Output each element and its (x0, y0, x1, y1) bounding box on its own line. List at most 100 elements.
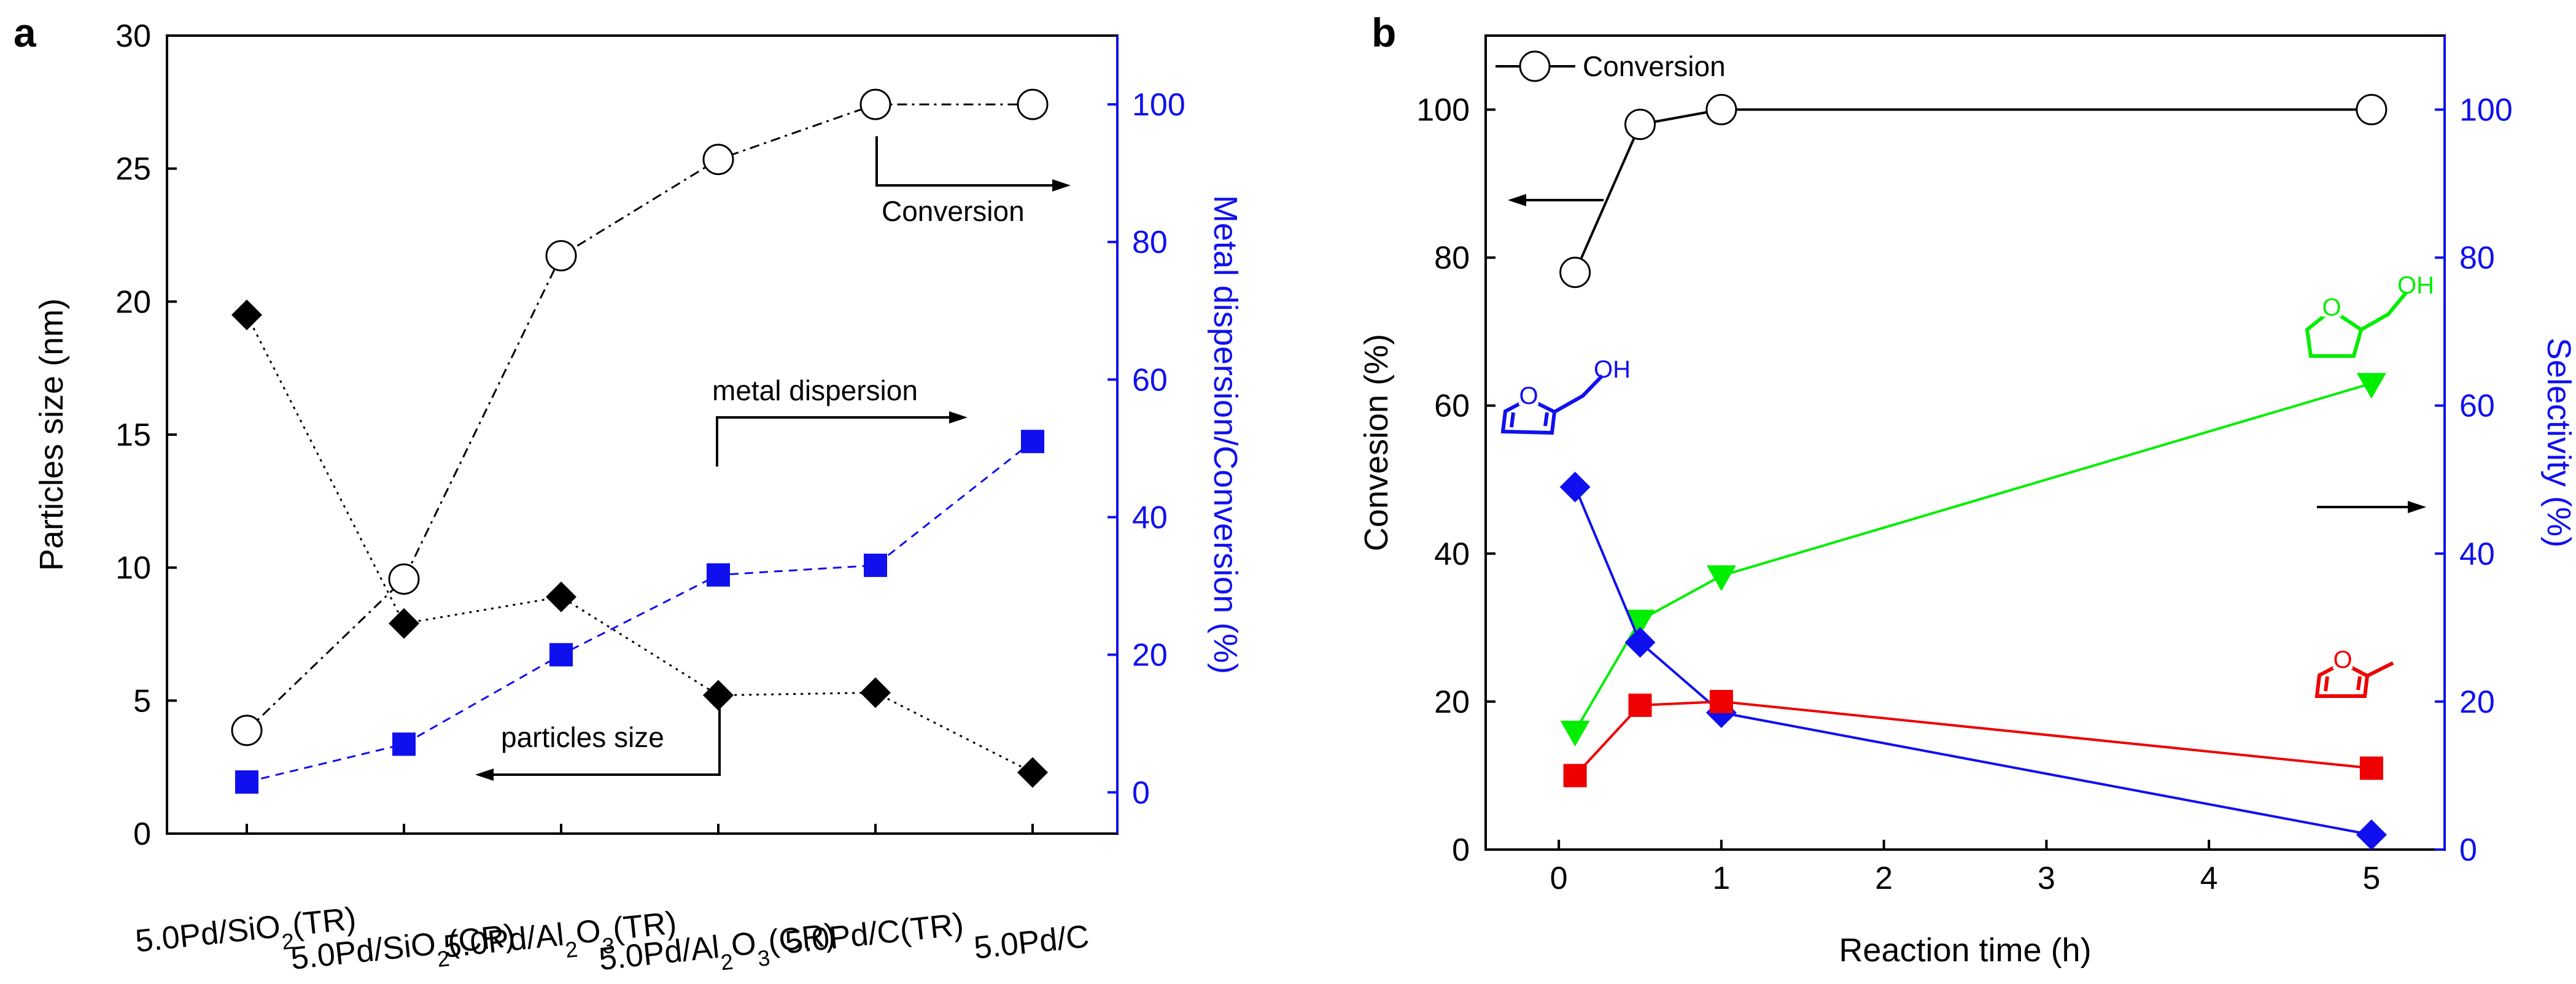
panel-a-conversion-annotation: Conversion (875, 136, 1071, 227)
x-tick-label-part: 5.0Pd/C (972, 918, 1091, 966)
right-tick-label: 60 (2459, 389, 2495, 424)
data-point-metal-dispersion (1021, 430, 1044, 454)
data-point-2-methylfuran (1709, 689, 1733, 713)
thfa-ring (2305, 308, 2364, 358)
right-tick-label: 0 (1132, 775, 1150, 811)
x-tick-label: 2 (1875, 861, 1893, 896)
panel-a-plot-frame (166, 34, 1119, 835)
data-point-particles-size (703, 680, 734, 711)
x-tick-label-subscript: 2 (281, 928, 295, 955)
x-tick-label-part: (TR) (290, 901, 357, 943)
thfa-sidechain (2360, 291, 2408, 331)
data-point-2-methylfuran (1563, 764, 1587, 788)
panel-b-letter: b (1371, 10, 1396, 55)
x-tick-label-part: 5.0Pd/C(TR) (783, 907, 965, 961)
data-point-conversion (388, 563, 420, 595)
right-tick-label: 100 (1132, 87, 1185, 123)
x-tick-label-subscript: 2 (720, 948, 734, 975)
panel-b-left-axis-title: Convesion (%) (1358, 334, 1395, 551)
methylfuran-ring-o-gap (2333, 651, 2353, 669)
data-point-conversion (2356, 94, 2388, 126)
x-tick-label-part: 5.0Pd/SiO (134, 908, 282, 959)
legend-marker-circle (1519, 50, 1551, 82)
data-point-furfuryl-alcohol (1624, 627, 1656, 658)
conversion-annotation-arrowhead (1052, 179, 1071, 192)
panel-b-left-ticks: 0 20 40 60 80 100 (1416, 93, 1496, 868)
series-line-2-methylfuran (1574, 700, 2372, 777)
data-point-conversion (1017, 88, 1049, 120)
data-point-particles-size (1017, 757, 1048, 788)
x-tick-label: 4 (2200, 861, 2218, 896)
left-axis-arrowhead (1508, 194, 1526, 206)
thfa-ring-o-gap (2322, 298, 2341, 317)
data-point-tetrahydrofurfuryl-alcohol (2356, 373, 2386, 399)
conversion-annotation-label: Conversion (882, 195, 1025, 227)
thfa-oh: OH (2397, 272, 2434, 299)
series-line-tetrahydrofurfuryl-alcohol (1573, 382, 2372, 732)
furfuryl-alcohol-ring-o-gap (1519, 387, 1538, 405)
furfuryl-alcohol-ring (1500, 397, 1557, 435)
particles-size-annotation-arrow (485, 701, 721, 776)
series-line-particles-size (246, 314, 1033, 773)
left-tick-label: 15 (115, 417, 151, 453)
x-tick-label-subscript: 2 (436, 945, 451, 972)
panel-a-right-ticks: 0 20 40 60 80 100 (1108, 87, 1185, 811)
panel-a-right-axis-title: Metal dispersion/Conversion (%) (1207, 195, 1244, 674)
furfuryl-alcohol-ring-o: O (1519, 382, 1538, 409)
x-tick-label: 5 (2362, 861, 2380, 896)
data-point-particles-size (389, 608, 419, 639)
x-tick-label: 0 (1550, 861, 1568, 896)
particles-size-annotation-arrowhead (475, 769, 494, 781)
panel-b-left-axis-arrow (1508, 194, 1604, 206)
methylfuran-ring (2314, 661, 2370, 698)
conversion-annotation-arrow (875, 136, 1062, 187)
data-point-furfuryl-alcohol (1559, 471, 1591, 503)
thfa-ring-o: O (2322, 294, 2341, 321)
data-point-tetrahydrofurfuryl-alcohol (1706, 565, 1736, 591)
left-tick-label: 20 (115, 284, 151, 320)
right-tick-label: 80 (1132, 225, 1168, 260)
left-tick-label: 5 (133, 683, 151, 719)
left-tick-label: 0 (133, 816, 151, 852)
furfuryl-alcohol-structure: O OH (1500, 356, 1631, 435)
series-line-conversion (1573, 108, 2372, 273)
methylfuran-double-bonds (2324, 676, 2362, 692)
panel-a-series (231, 88, 1049, 794)
right-tick-label: 60 (1132, 362, 1168, 398)
left-tick-label: 0 (1452, 832, 1470, 868)
panel-b: b 0 20 40 60 80 100 0 20 40 60 80 100 0 1 2 3 4 5 Conve… (1358, 10, 2576, 969)
right-tick-label: 20 (1132, 638, 1168, 673)
panel-a-metal-dispersion-annotation: metal dispersion (712, 374, 968, 467)
right-tick-label: 0 (2459, 832, 2477, 868)
metal-dispersion-annotation-label: metal dispersion (712, 374, 918, 406)
data-point-metal-dispersion (549, 643, 573, 667)
x-tick-label-part: (TR) (611, 905, 678, 947)
x-tick-label-subscript: 3 (601, 932, 616, 959)
left-tick-label: 30 (115, 18, 151, 54)
panel-b-right-ticks: 0 20 40 60 80 100 (2435, 93, 2513, 868)
x-tick-label: 5.0Pd/C(TR) (783, 907, 965, 961)
right-tick-label: 80 (2459, 241, 2495, 276)
series-line-furfuryl-alcohol (1573, 486, 2372, 836)
panel-b-right-axis-title: Selectivity (%) (2540, 338, 2576, 548)
x-tick-label-subscript: 2 (564, 936, 579, 963)
data-point-conversion (1559, 257, 1591, 289)
metal-dispersion-annotation-arrow (716, 416, 958, 467)
tetrahydrofurfuryl-alcohol-structure: O OH (2305, 272, 2434, 358)
panel-b-x-axis-title: Reaction time (h) (1839, 932, 2091, 969)
left-tick-label: 100 (1416, 93, 1470, 128)
panel-b-series (1559, 94, 2388, 850)
panel-b-legend: Conversion (1496, 50, 1726, 82)
methylfuran-methyl (2366, 661, 2394, 678)
data-point-2-methylfuran (2359, 756, 2383, 780)
x-tick-label: 5.0Pd/C (972, 918, 1091, 966)
furfuryl-alcohol-sidechain (1553, 374, 1604, 414)
x-tick-label-part: (CR) (446, 918, 516, 960)
right-tick-label: 40 (1132, 500, 1168, 535)
left-tick-label: 60 (1434, 389, 1470, 424)
data-point-conversion (1624, 109, 1656, 141)
panel-a-letter: a (14, 10, 37, 55)
x-tick-label-part: (CR) (766, 917, 837, 959)
